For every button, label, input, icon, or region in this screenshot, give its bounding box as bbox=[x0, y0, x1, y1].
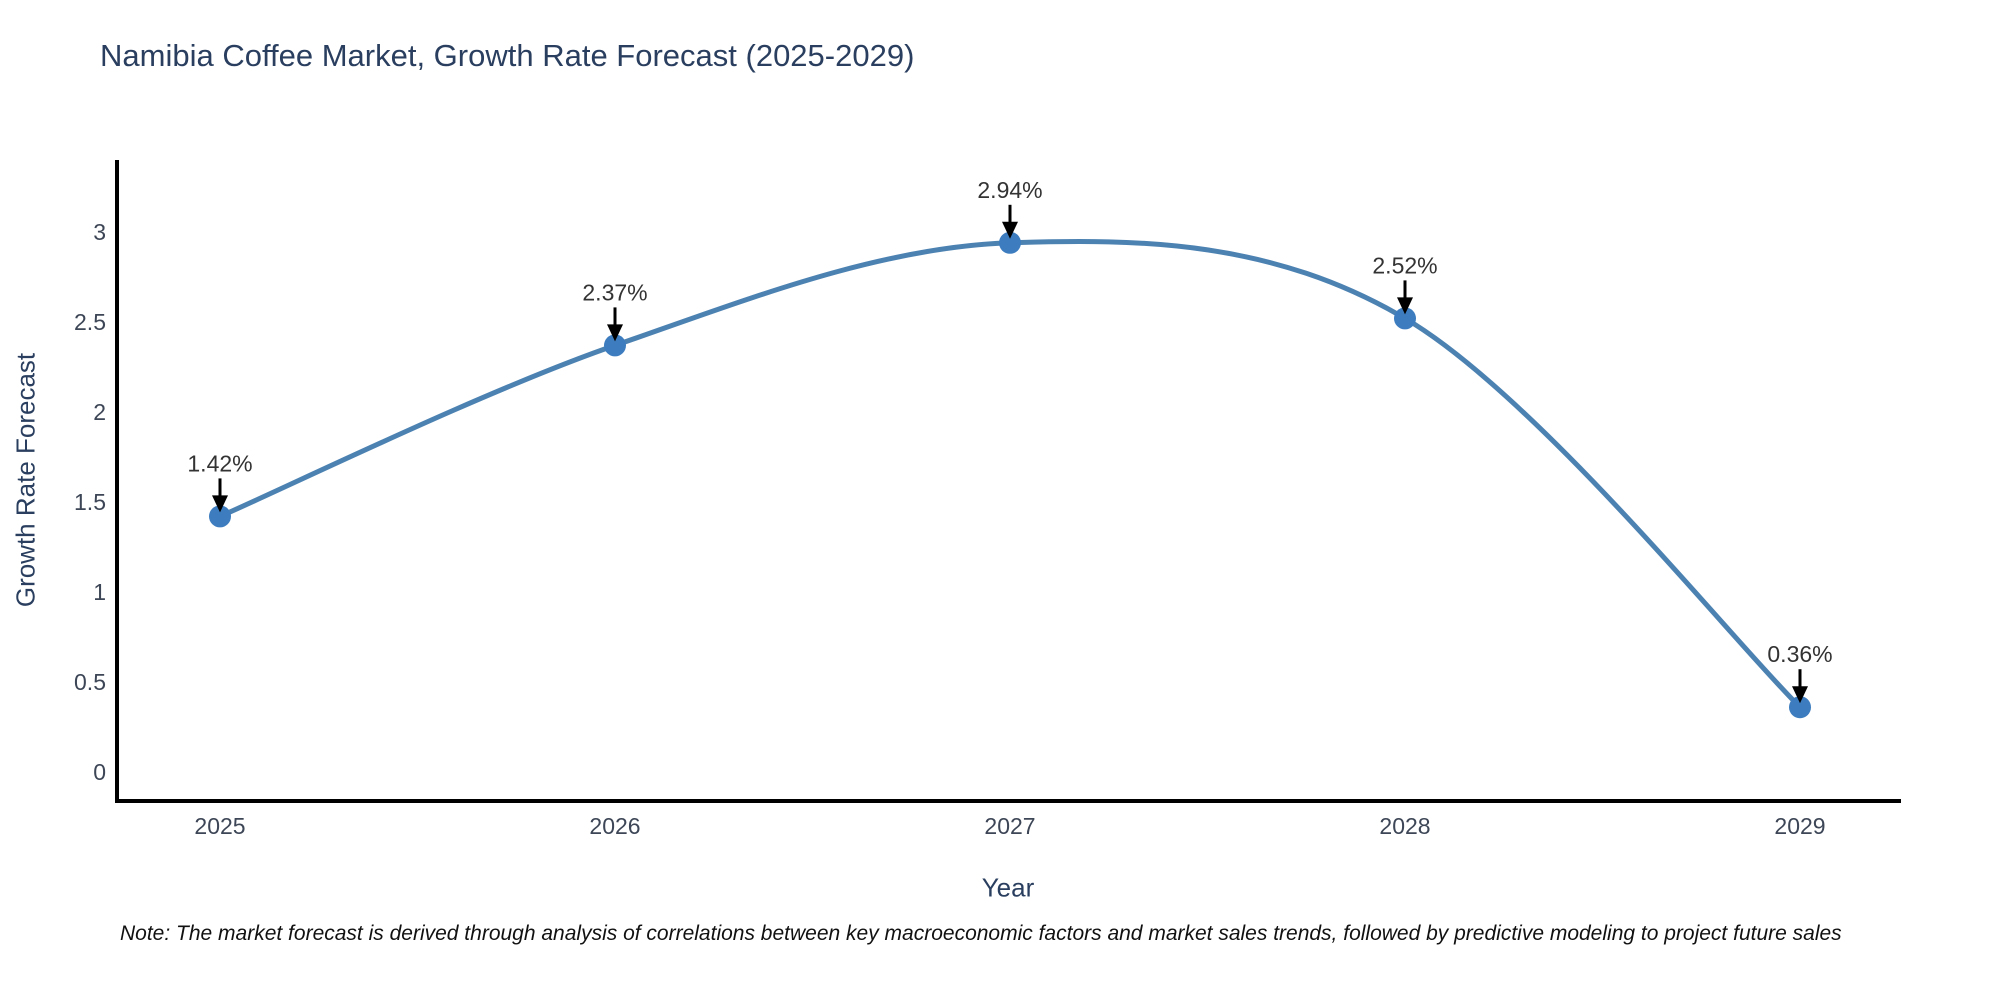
data-point-marker[interactable] bbox=[209, 505, 231, 528]
x-tick-label: 2025 bbox=[194, 813, 245, 839]
annotation-arrowhead-icon bbox=[1397, 297, 1413, 315]
forecast-line bbox=[217, 238, 1803, 710]
x-tick-label: 2028 bbox=[1379, 813, 1430, 839]
annotation-arrowhead-icon bbox=[1002, 221, 1018, 239]
data-point-label: 1.42% bbox=[187, 450, 252, 476]
x-tick-label: 2029 bbox=[1774, 813, 1825, 839]
data-point-marker[interactable] bbox=[1394, 307, 1416, 330]
y-tick-label: 1.5 bbox=[74, 489, 106, 515]
data-point-label: 0.36% bbox=[1767, 641, 1832, 667]
y-axis-title: Growth Rate Forecast bbox=[10, 352, 41, 608]
y-tick-label: 0.5 bbox=[74, 669, 106, 695]
y-tick-label: 3 bbox=[93, 219, 106, 245]
data-point-label: 2.94% bbox=[977, 177, 1042, 203]
data-point-marker[interactable] bbox=[999, 231, 1021, 254]
data-point-label: 2.37% bbox=[582, 279, 647, 305]
data-point-label: 2.52% bbox=[1372, 252, 1437, 278]
data-point-marker[interactable] bbox=[604, 334, 626, 357]
y-tick-label: 1 bbox=[93, 579, 106, 605]
annotation-arrowhead-icon bbox=[1792, 686, 1808, 704]
y-tick-label: 2 bbox=[93, 399, 106, 425]
footnote: Note: The market forecast is derived thr… bbox=[120, 922, 1842, 945]
annotation-arrowhead-icon bbox=[212, 495, 228, 513]
x-tick-label: 2027 bbox=[984, 813, 1035, 839]
x-tick-label: 2026 bbox=[589, 813, 640, 839]
y-tick-label: 0 bbox=[93, 759, 106, 785]
x-axis-title: Year bbox=[981, 872, 1035, 903]
annotation-arrowhead-icon bbox=[607, 324, 623, 342]
chart-title: Namibia Coffee Market, Growth Rate Forec… bbox=[100, 38, 915, 73]
data-point-marker[interactable] bbox=[1789, 696, 1811, 719]
y-tick-label: 2.5 bbox=[74, 309, 106, 335]
